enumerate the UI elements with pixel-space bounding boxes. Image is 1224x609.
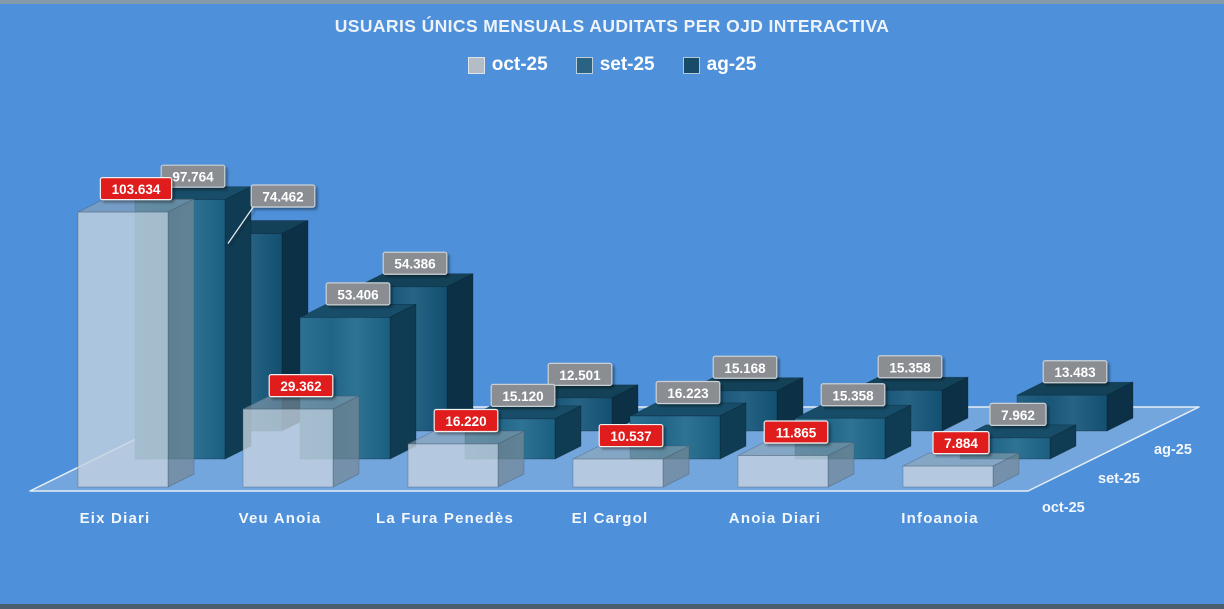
top-border xyxy=(0,0,1224,4)
value-label-el-cargol-oct-25: 10.537 xyxy=(598,423,664,448)
legend-label-ag-25: ag-25 xyxy=(706,54,757,75)
value-label-eix-diari-oct-25: 103.634 xyxy=(99,177,173,201)
value-label-infoanoia-ag-25: 13.483 xyxy=(1042,360,1108,384)
svg-text:12.501: 12.501 xyxy=(559,368,601,383)
bottom-border xyxy=(0,604,1224,609)
value-label-la-fura-penede-s-oct-25: 16.220 xyxy=(433,408,499,433)
svg-text:7.884: 7.884 xyxy=(944,436,978,451)
category-label-la-fura-penede-s: La Fura Penedès xyxy=(376,510,514,527)
legend-item-set-25: set-25 xyxy=(575,54,655,76)
value-label-infoanoia-set-25: 7.962 xyxy=(989,402,1047,426)
category-label-el-cargol: El Cargol xyxy=(572,510,649,527)
svg-text:29.362: 29.362 xyxy=(280,379,321,394)
svg-text:10.537: 10.537 xyxy=(610,429,651,444)
bar-veu-anoia-oct-25 xyxy=(242,395,360,488)
value-label-anoia-diari-oct-25: 11.865 xyxy=(763,420,829,444)
category-label-veu-anoia: Veu Anoia xyxy=(239,510,322,527)
value-label-el-cargol-set-25: 16.223 xyxy=(655,380,721,405)
legend-swatch-oct-25-icon xyxy=(467,56,485,74)
depth-axis-label-ag-25: ag-25 xyxy=(1154,442,1192,458)
value-label-la-fura-penede-s-set-25: 15.120 xyxy=(490,383,556,407)
legend-label-set-25: set-25 xyxy=(599,54,655,75)
bar-anoia-diari-oct-25 xyxy=(737,442,855,488)
value-label-anoia-diari-ag-25: 15.358 xyxy=(877,355,943,379)
category-label-anoia-diari: Anoia Diari xyxy=(729,510,821,527)
value-label-anoia-diari-set-25: 15.358 xyxy=(820,383,886,407)
bar-el-cargol-oct-25 xyxy=(572,445,690,488)
category-label-infoanoia: Infoanoia xyxy=(901,510,978,527)
svg-text:15.358: 15.358 xyxy=(889,360,931,375)
value-label-veu-anoia-oct-25: 29.362 xyxy=(268,374,334,398)
svg-text:11.865: 11.865 xyxy=(776,426,817,441)
legend-label-oct-25: oct-25 xyxy=(491,54,548,75)
legend: oct-25 set-25 ag-25 xyxy=(0,54,1224,76)
svg-text:97.764: 97.764 xyxy=(172,170,214,185)
bar-infoanoia-oct-25 xyxy=(902,452,1020,488)
depth-axis-label-oct-25: oct-25 xyxy=(1042,500,1085,516)
svg-text:15.358: 15.358 xyxy=(832,388,874,403)
bar-la-fura-penede-s-oct-25 xyxy=(407,430,525,488)
svg-text:16.220: 16.220 xyxy=(445,414,486,429)
value-label-la-fura-penede-s-ag-25: 12.501 xyxy=(547,362,613,386)
legend-item-ag-25: ag-25 xyxy=(682,54,757,76)
value-label-veu-anoia-ag-25: 54.386 xyxy=(382,251,448,275)
legend-swatch-set-25-icon xyxy=(575,56,593,74)
svg-text:16.223: 16.223 xyxy=(667,386,709,401)
svg-text:103.634: 103.634 xyxy=(112,182,161,197)
value-label-el-cargol-ag-25: 15.168 xyxy=(712,355,778,379)
svg-text:74.462: 74.462 xyxy=(262,189,303,204)
svg-text:13.483: 13.483 xyxy=(1054,365,1096,380)
chart-title: USUARIS ÚNICS MENSUALS AUDITATS PER OJD … xyxy=(334,16,890,36)
value-label-eix-diari-set-25: 97.764 xyxy=(160,164,226,188)
svg-text:15.120: 15.120 xyxy=(502,389,543,404)
svg-text:7.962: 7.962 xyxy=(1001,408,1035,423)
legend-swatch-ag-25-icon xyxy=(682,56,700,74)
category-label-eix-diari: Eix Diari xyxy=(80,510,151,527)
value-label-infoanoia-oct-25: 7.884 xyxy=(932,430,990,455)
legend-item-oct-25: oct-25 xyxy=(467,54,548,76)
svg-text:54.386: 54.386 xyxy=(394,257,436,272)
svg-text:15.168: 15.168 xyxy=(724,361,766,376)
bar-eix-diari-oct-25 xyxy=(77,198,195,488)
value-label-eix-diari-ag-25: 74.462 xyxy=(227,184,316,244)
depth-axis-label-set-25: set-25 xyxy=(1098,471,1140,487)
value-label-veu-anoia-set-25: 53.406 xyxy=(325,282,391,306)
svg-text:53.406: 53.406 xyxy=(337,287,379,302)
